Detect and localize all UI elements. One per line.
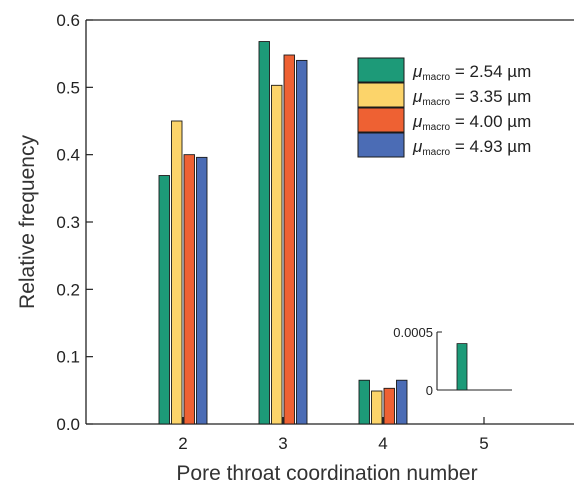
bar: [258, 41, 270, 425]
y-tick-label: 0.5: [56, 78, 80, 97]
legend-swatch: [357, 107, 405, 133]
bar: [196, 156, 208, 425]
y-tick-label: 0.3: [56, 213, 80, 232]
inset-plot: 0 0.0005: [393, 325, 512, 398]
legend-label: μmacro = 3.35 µm: [412, 87, 531, 108]
x-tick-label: 2: [178, 434, 187, 453]
bar: [171, 120, 183, 425]
bar: [183, 154, 195, 425]
x-tick-label: 4: [378, 434, 387, 453]
inset-y-tick-label: 0: [426, 383, 433, 398]
legend-swatch: [357, 132, 405, 158]
bar: [283, 54, 295, 425]
y-tick-label: 0.2: [56, 280, 80, 299]
bar: [271, 84, 283, 425]
inset-bar: [456, 343, 468, 391]
y-tick-label: 0.0: [56, 415, 80, 434]
x-axis-ticks: 2 3 4 5: [178, 417, 489, 453]
legend-label: μmacro = 4.93 µm: [412, 137, 531, 158]
y-axis-title: Relative frequency: [16, 135, 39, 309]
y-tick-label: 0.4: [56, 146, 80, 165]
y-axis-ticks: 0.0 0.1 0.2 0.3 0.4 0.5 0.6: [56, 11, 93, 434]
y-tick-label: 0.6: [56, 11, 80, 30]
bar: [396, 379, 408, 425]
legend-swatch: [357, 82, 405, 108]
x-tick-label: 3: [278, 434, 287, 453]
x-axis-title: Pore throat coordination number: [176, 462, 477, 485]
y-tick-label: 0.1: [56, 348, 80, 367]
bar: [358, 379, 370, 425]
legend-swatch: [357, 57, 405, 83]
inset-y-tick-label: 0.0005: [393, 325, 433, 340]
legend: μmacro = 2.54 µm μmacro = 3.35 µm μmacro =…: [357, 57, 531, 158]
legend-label: μmacro = 4.00 µm: [412, 112, 531, 133]
bar: [383, 387, 395, 425]
bar: [371, 390, 383, 425]
bar: [296, 59, 308, 425]
x-tick-label: 5: [479, 434, 488, 453]
bars-group: [158, 41, 408, 425]
bar: [158, 175, 170, 425]
legend-label: μmacro = 2.54 µm: [412, 62, 531, 83]
